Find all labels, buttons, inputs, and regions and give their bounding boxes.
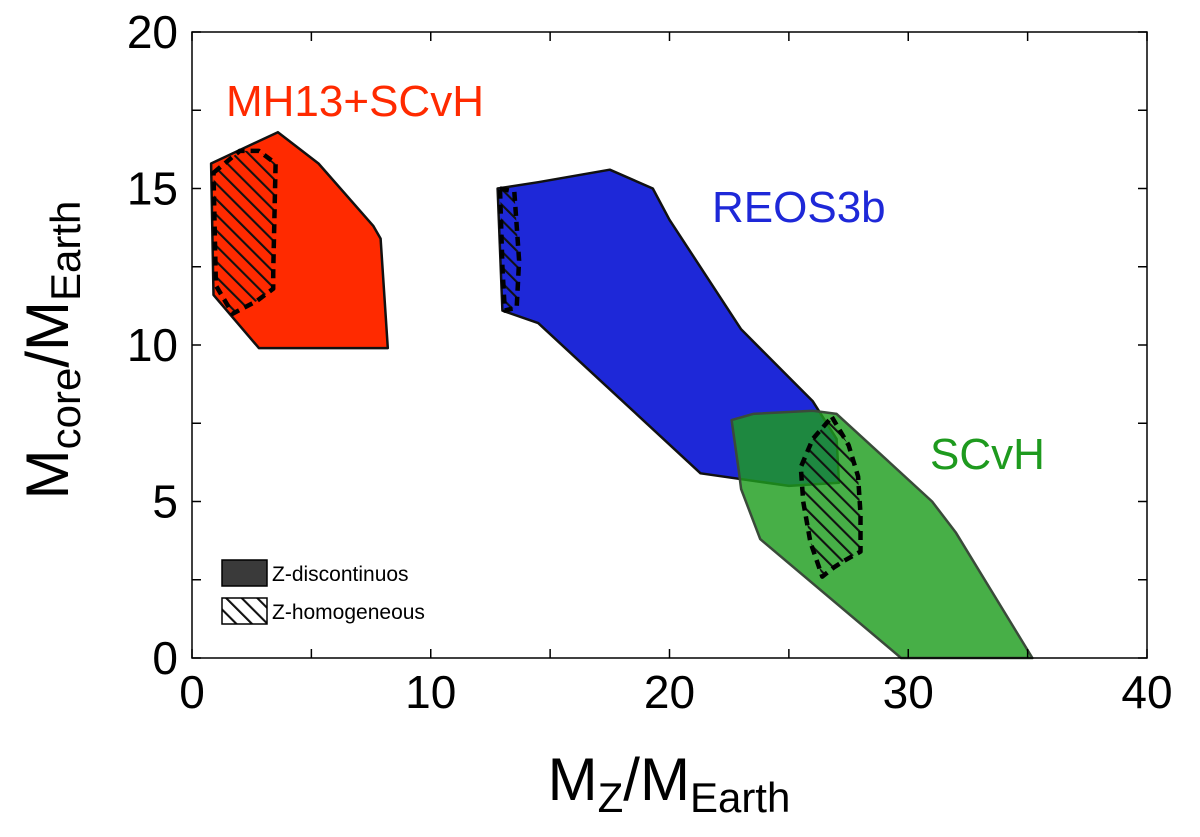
x-tick-label: 20 — [644, 666, 695, 718]
hatched-region-reos3b — [497, 186, 522, 313]
x-axis-label-sub: Z — [598, 774, 624, 821]
y-axis-label-sub: core — [42, 368, 89, 450]
hatched-region-scvh — [798, 414, 863, 579]
x-tick-label: 0 — [179, 666, 205, 718]
y-axis-label-main: M — [14, 449, 81, 499]
ticks: 0 10 20 30 40 0 5 10 15 20 — [127, 6, 1173, 718]
x-tick-label: 10 — [405, 666, 456, 718]
region-label-reos3b: REOS3b — [712, 183, 886, 232]
x-axis-label-main: M — [548, 746, 598, 813]
y-axis-label-sub2: Earth — [42, 201, 89, 301]
regions — [209, 130, 1034, 660]
x-tick-label: 40 — [1121, 666, 1172, 718]
x-tick-label: 30 — [883, 666, 934, 718]
x-axis-label: MZ/MEarth — [548, 746, 791, 821]
legend-swatch-hatched — [221, 597, 268, 625]
x-axis-label-over: /M — [623, 746, 690, 813]
hatched-region-mh13-scvh — [211, 148, 278, 316]
legend-label-hatched: Z-homogeneous — [272, 601, 425, 624]
region-label-mh13-scvh: MH13+SCvH — [226, 77, 484, 126]
y-tick-label: 5 — [152, 476, 178, 528]
x-axis-label-sub2: Earth — [690, 774, 790, 821]
y-tick-label: 10 — [127, 319, 178, 371]
legend-label-solid: Z-discontinuos — [272, 563, 409, 586]
y-tick-label: 15 — [127, 163, 178, 215]
legend: Z-discontinuos Z-homogeneous — [221, 559, 425, 625]
y-tick-label: 20 — [127, 6, 178, 58]
y-axis-label-over: /M — [14, 301, 81, 368]
region-label-scvh: SCvH — [930, 430, 1045, 479]
y-axis-label: Mcore/MEarth — [14, 201, 89, 500]
legend-swatch-solid — [221, 559, 268, 587]
y-tick-label: 0 — [152, 632, 178, 684]
